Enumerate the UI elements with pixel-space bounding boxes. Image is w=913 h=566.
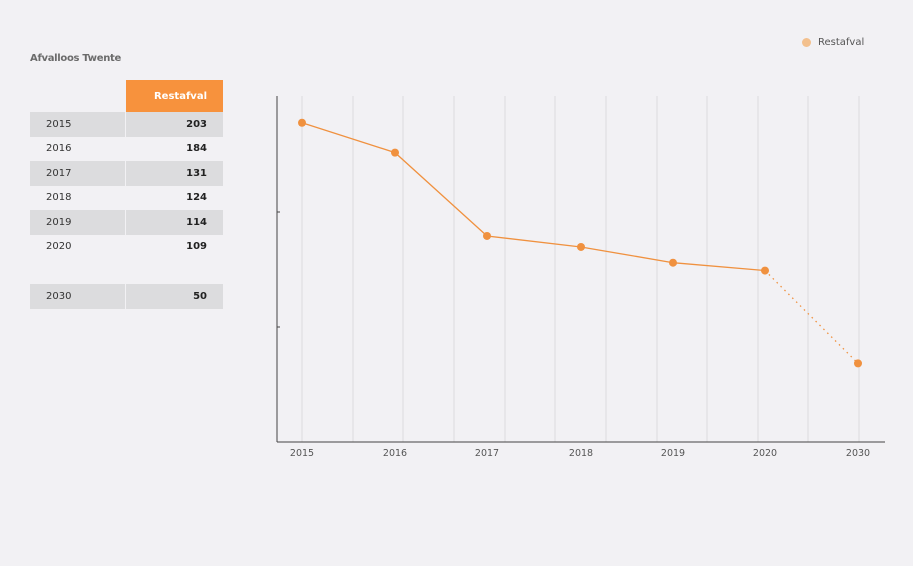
table-row: 2018 124 [30,186,223,211]
x-tick-label: 2015 [290,448,314,459]
data-point [577,242,585,251]
row-value: 50 [126,284,223,309]
x-tick-label: 2017 [475,448,499,459]
row-value: 203 [126,112,223,137]
row-year: 2019 [30,210,125,235]
series-line-restafval [301,122,766,272]
table-row-target: 2030 50 [30,284,223,309]
row-year: 2030 [30,284,125,309]
legend-label: Restafval [818,37,865,48]
row-year: 2018 [46,192,72,204]
row-value: 114 [126,210,223,235]
table-header-restafval: Restafval [126,80,223,112]
data-point [854,359,862,368]
row-year: 2016 [46,143,72,155]
series-projection-line [764,270,859,364]
table-row: 2015 203 [30,112,223,137]
table-row: 2016 184 [30,137,223,162]
table-title: Afvalloos Twente [30,53,122,64]
row-value: 184 [186,143,207,155]
data-point [761,266,769,275]
row-year: 2017 [30,161,125,186]
row-value: 131 [126,161,223,186]
table-row: 2019 114 [30,210,223,235]
data-table: Restafval 2015 203 2016 184 2017 131 201… [30,80,223,309]
x-tick-label: 2018 [569,448,593,459]
x-tick-label: 2020 [753,448,777,459]
data-point [483,231,491,240]
row-year: 2015 [30,112,125,137]
table-row: 2020 109 [30,235,223,260]
data-point [669,258,677,267]
table-row: 2017 131 [30,161,223,186]
chart-legend: Restafval [802,37,864,48]
row-year: 2020 [46,241,72,253]
legend-swatch [802,38,811,47]
x-tick-label: 2030 [846,448,870,459]
data-point [298,118,306,127]
row-value: 109 [186,241,207,253]
x-tick-label: 2019 [661,448,685,459]
data-point [391,148,399,157]
x-tick-label: 2016 [383,448,407,459]
row-value: 124 [186,192,207,204]
